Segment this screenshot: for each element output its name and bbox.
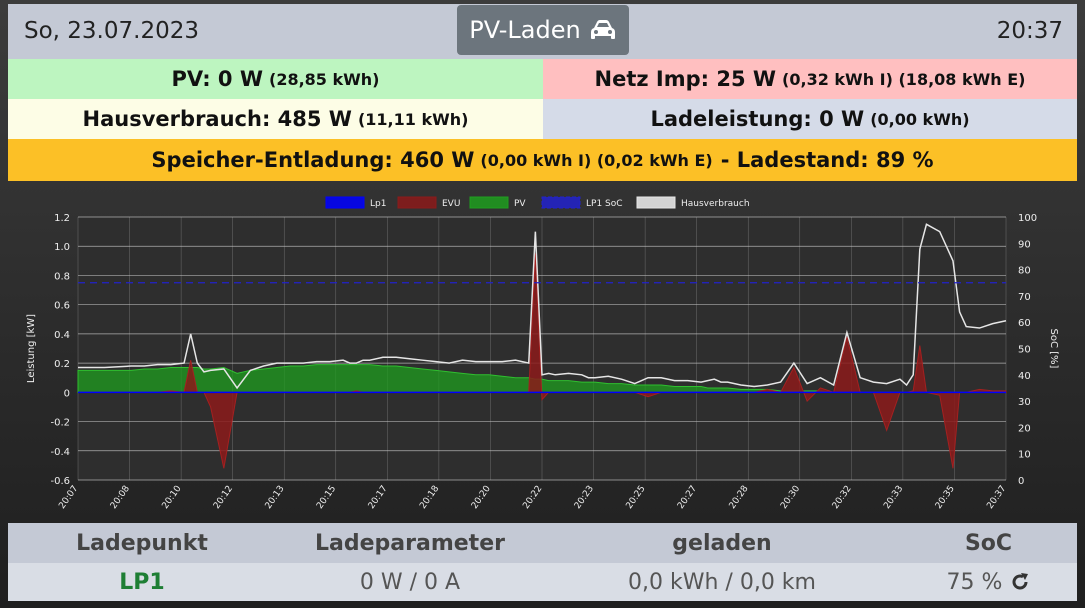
- y2-tick-label: 50: [1018, 345, 1031, 356]
- legend-label: EVU: [442, 199, 460, 209]
- y2-axis-label: SoC [%]: [1048, 329, 1059, 369]
- house-detail: (11,11 kWh): [357, 109, 469, 129]
- storage-detail: (0,00 kWh I) (0,02 kWh E): [480, 150, 713, 170]
- y2-tick-label: 90: [1018, 239, 1031, 250]
- x-tick-label: 20:37: [985, 484, 1008, 511]
- x-tick-label: 20:13: [264, 484, 287, 511]
- summary-row-3: Speicher-Entladung: 460 W (0,00 kWh I) (…: [8, 139, 1077, 181]
- refresh-icon[interactable]: [1010, 572, 1030, 592]
- charged-amount: 0,0 kWh / 0,0 km: [628, 569, 816, 595]
- y-tick-label: 1.2: [54, 213, 70, 224]
- summary-row-2: Hausverbrauch: 485 W (11,11 kWh) Ladelei…: [8, 99, 1077, 139]
- y-axis-label: Leistung [kW]: [26, 314, 37, 383]
- mode-button[interactable]: PV-Laden: [457, 5, 629, 55]
- y2-tick-label: 60: [1018, 318, 1031, 329]
- table-row[interactable]: LP1 0 W / 0 A 0,0 kWh / 0,0 km 75 %: [8, 563, 1077, 601]
- x-tick-label: 20:35: [934, 484, 957, 511]
- legend-swatch: [325, 196, 365, 209]
- x-tick-label: 20:33: [882, 484, 905, 511]
- top-bar: So, 23.07.2023 PV-Laden 20:37: [8, 4, 1077, 59]
- y2-tick-label: 0: [1018, 476, 1024, 487]
- mode-label: PV-Laden: [469, 16, 581, 44]
- legend-swatch: [636, 196, 676, 209]
- pv-label: PV: 0 W: [171, 67, 264, 91]
- soc-value: 75 %: [946, 569, 1003, 595]
- y2-tick-label: 100: [1018, 213, 1037, 224]
- y-tick-label: -0.2: [50, 418, 70, 429]
- house-summary: Hausverbrauch: 485 W (11,11 kWh): [8, 99, 543, 139]
- header-geladen: geladen: [672, 530, 772, 556]
- x-tick-label: 20:08: [109, 484, 132, 511]
- y-tick-label: -0.4: [50, 447, 70, 458]
- y-tick-label: 0.6: [54, 301, 70, 312]
- y-tick-label: -0.6: [50, 476, 70, 487]
- charge-params: 0 W / 0 A: [359, 569, 461, 595]
- pv-summary: PV: 0 W (28,85 kWh): [8, 59, 543, 99]
- header-ladepunkt: Ladepunkt: [76, 530, 208, 556]
- date-display: So, 23.07.2023: [24, 18, 199, 44]
- chargepoint-table: Ladepunkt Ladeparameter geladen SoC LP1 …: [8, 523, 1077, 601]
- x-tick-label: 20:28: [728, 484, 751, 511]
- y-tick-label: 0.2: [54, 359, 70, 370]
- legend-label: Hausverbrauch: [681, 199, 750, 209]
- y-tick-label: 0.8: [54, 271, 70, 282]
- car-icon: [590, 20, 615, 39]
- charge-label: Ladeleistung: 0 W: [650, 107, 865, 131]
- storage-soc: - Ladestand: 89 %: [720, 148, 934, 172]
- legend-swatch: [397, 196, 437, 209]
- y2-tick-label: 40: [1018, 371, 1031, 382]
- power-chart: 1.2 1.0 0.8 0.6 0.4 0.2 0 -0.2 -0.4 -0.6 100 90 80 70…: [8, 188, 1077, 518]
- house-label: Hausverbrauch: 485 W: [82, 107, 352, 131]
- header-soc: SoC: [964, 530, 1013, 556]
- legend-swatch: [541, 196, 581, 209]
- legend-swatch: [469, 196, 509, 209]
- y2-tick-label: 70: [1018, 292, 1031, 303]
- storage-summary: Speicher-Entladung: 460 W (0,00 kWh I) (…: [8, 139, 1077, 181]
- soc-cell: 75 %: [900, 570, 1077, 595]
- storage-label: Speicher-Entladung: 460 W: [151, 148, 475, 172]
- charge-detail: (0,00 kWh): [870, 109, 970, 129]
- chargepoint-name[interactable]: LP1: [119, 569, 165, 595]
- y-tick-label: 1.0: [54, 242, 70, 253]
- x-tick-label: 20:17: [367, 484, 390, 511]
- x-tick-label: 20:27: [676, 484, 699, 511]
- x-tick-label: 20:15: [315, 484, 338, 511]
- y-tick-label: 0: [64, 388, 70, 399]
- x-tick-label: 20:18: [418, 484, 441, 511]
- y2-tick-label: 80: [1018, 266, 1031, 277]
- y2-tick-label: 30: [1018, 397, 1031, 408]
- x-tick-label: 20:30: [779, 484, 802, 511]
- x-tick-label: 20:10: [160, 484, 183, 511]
- summary-row-1: PV: 0 W (28,85 kWh) Netz Imp: 25 W (0,32…: [8, 59, 1077, 99]
- y2-tick-label: 10: [1018, 450, 1031, 461]
- x-tick-label: 20:20: [470, 484, 493, 511]
- y-tick-label: 0.4: [54, 330, 70, 341]
- pv-detail: (28,85 kWh): [269, 69, 380, 89]
- legend-label: PV: [514, 199, 526, 209]
- legend-label: Lp1: [370, 199, 386, 209]
- x-tick-label: 20:25: [624, 484, 647, 511]
- x-tick-label: 20:07: [57, 484, 80, 511]
- chart-svg: 1.21.00.80.60.40.20-0.2-0.4-0.6100908070…: [26, 196, 1059, 511]
- legend-label: LP1 SoC: [586, 199, 623, 209]
- x-tick-label: 20:23: [573, 484, 596, 511]
- grid-summary: Netz Imp: 25 W (0,32 kWh I) (18,08 kWh E…: [543, 59, 1077, 99]
- x-tick-label: 20:12: [212, 484, 235, 511]
- charge-summary: Ladeleistung: 0 W (0,00 kWh): [543, 99, 1077, 139]
- x-tick-label: 20:22: [521, 484, 544, 511]
- header-ladeparameter: Ladeparameter: [315, 530, 505, 556]
- time-display: 20:37: [996, 18, 1063, 44]
- grid-detail: (0,32 kWh I) (18,08 kWh E): [782, 69, 1026, 89]
- y2-tick-label: 20: [1018, 423, 1031, 434]
- x-tick-label: 20:32: [831, 484, 854, 511]
- grid-label: Netz Imp: 25 W: [594, 67, 777, 91]
- series-hausverbrauch: [78, 223, 1007, 390]
- table-header: Ladepunkt Ladeparameter geladen SoC: [8, 523, 1077, 563]
